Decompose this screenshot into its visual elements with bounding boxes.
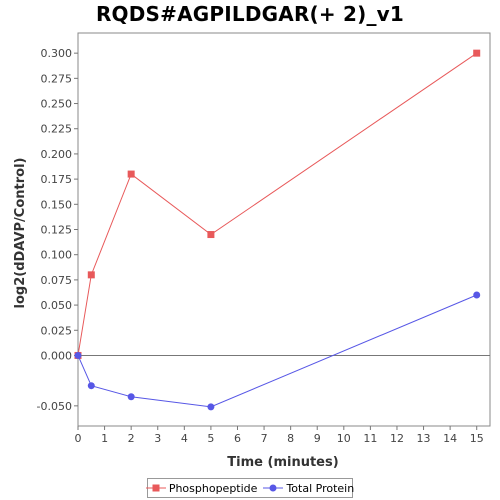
- x-tick-label: 3: [154, 432, 161, 445]
- data-point-circle: [473, 291, 481, 299]
- data-point-circle: [127, 393, 135, 401]
- x-tick-label: 14: [443, 432, 457, 445]
- y-tick-label: 0.275: [41, 72, 73, 85]
- y-tick-label: 0.200: [41, 148, 73, 161]
- y-tick-label: 0.150: [41, 198, 73, 211]
- y-tick-label: 0.250: [41, 98, 73, 111]
- x-tick-label: 5: [207, 432, 214, 445]
- x-tick-label: 4: [181, 432, 188, 445]
- legend: Phosphopeptide Total Protein: [145, 478, 354, 498]
- y-tick-label: 0.025: [41, 324, 73, 337]
- x-tick-label: 13: [417, 432, 431, 445]
- circle-marker-icon: [263, 484, 284, 492]
- data-point-circle: [207, 403, 215, 411]
- y-tick-label: 0.300: [41, 47, 73, 60]
- x-tick-label: 2: [128, 432, 135, 445]
- data-point-square: [473, 49, 481, 57]
- y-tick-label: 0.050: [41, 299, 73, 312]
- x-tick-label: 15: [470, 432, 484, 445]
- x-tick-label: 12: [390, 432, 404, 445]
- x-tick-label: 1: [101, 432, 108, 445]
- data-point-square: [87, 271, 95, 279]
- x-tick-label: 6: [234, 432, 241, 445]
- x-tick-label: 0: [75, 432, 82, 445]
- data-point-circle: [74, 351, 82, 359]
- plot-frame: [77, 32, 491, 427]
- y-tick-label: 0.075: [41, 274, 73, 287]
- y-tick-label: 0.100: [41, 249, 73, 262]
- x-tick-label: 11: [363, 432, 377, 445]
- square-marker-icon: [145, 484, 166, 492]
- legend-label-phosphopeptide: Phosphopeptide: [168, 481, 258, 495]
- x-tick-label: 8: [287, 432, 294, 445]
- chart-title: RQDS#AGPILDGAR(+ 2)_v1: [95, 2, 405, 26]
- y-axis-title: log2(dDAVP/Control): [13, 158, 28, 309]
- y-tick-label: 0.175: [41, 173, 73, 186]
- y-tick-label: 0.225: [41, 123, 73, 136]
- x-tick-label: 9: [314, 432, 321, 445]
- y-tick-label: 0.125: [41, 224, 73, 237]
- y-tick-label: -0.050: [37, 400, 72, 413]
- legend-item-phosphopeptide: Phosphopeptide: [145, 481, 258, 495]
- legend-label-total-protein: Total Protein: [286, 481, 355, 495]
- x-axis-title: Time (minutes): [227, 455, 338, 470]
- data-point-circle: [87, 382, 95, 390]
- y-tick-label: 0.000: [41, 349, 73, 362]
- legend-item-total-protein: Total Protein: [263, 482, 354, 495]
- data-point-square: [207, 231, 215, 239]
- x-tick-label: 7: [261, 432, 268, 445]
- data-point-square: [127, 170, 135, 178]
- x-tick-label: 10: [337, 432, 351, 445]
